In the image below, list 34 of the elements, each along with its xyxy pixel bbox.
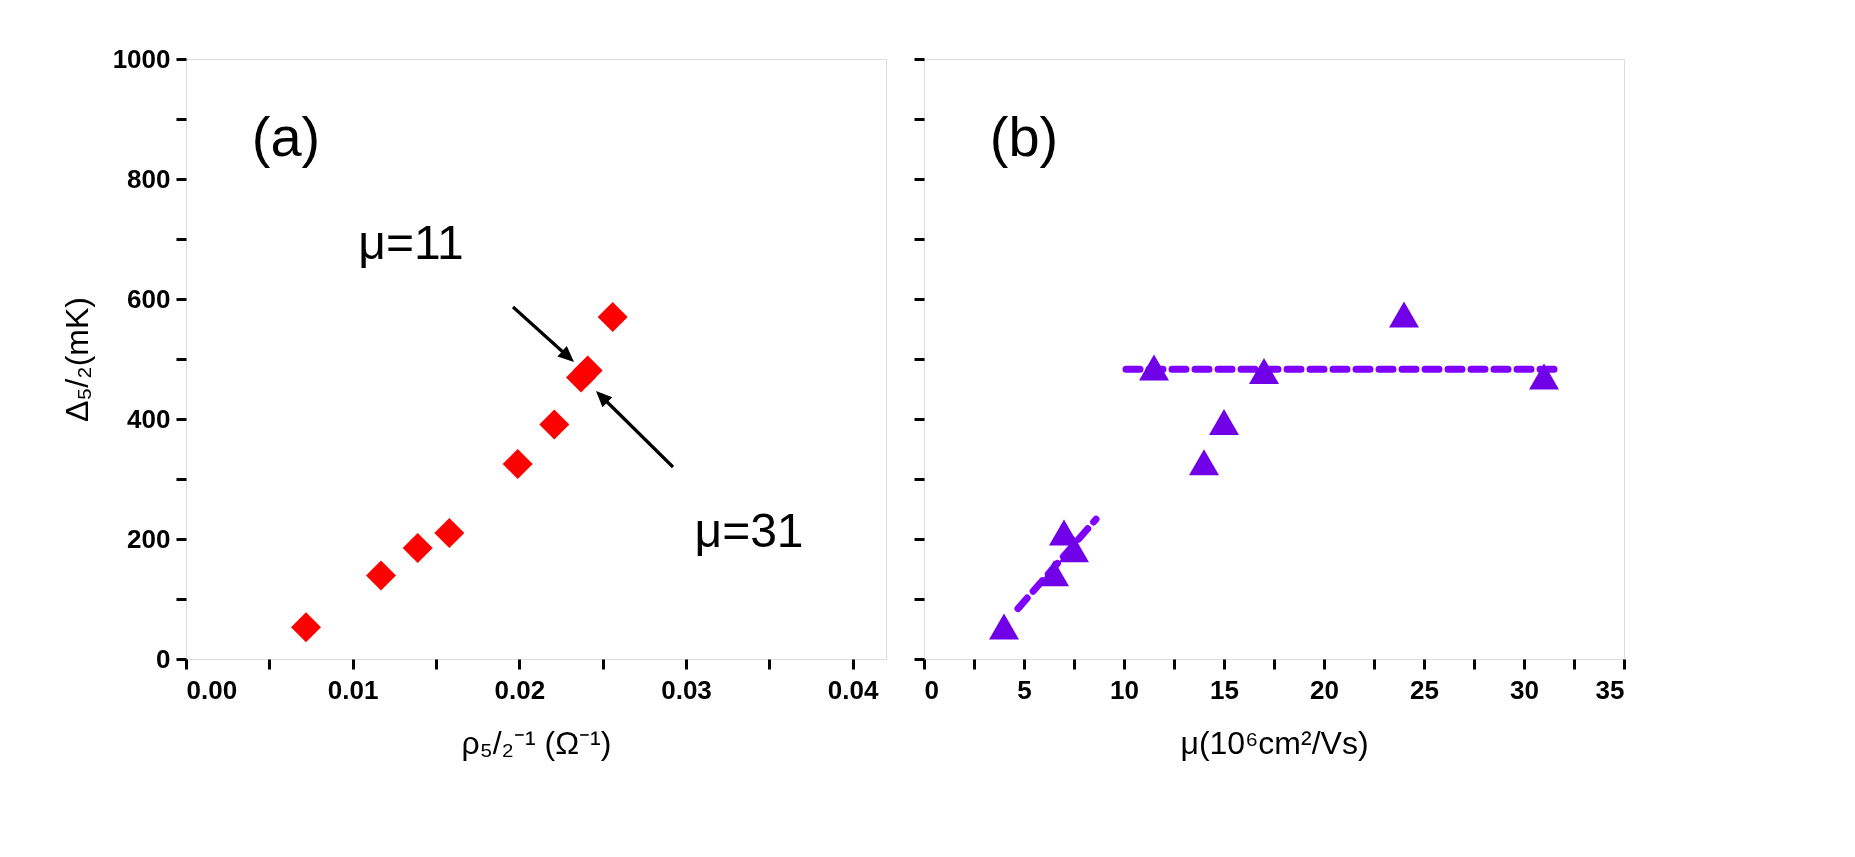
y-tick-label: 1000 xyxy=(112,43,171,74)
x-tick-label: 5 xyxy=(1017,674,1032,705)
annotation: μ=31 xyxy=(694,504,804,557)
annotation: μ=11 xyxy=(358,216,464,269)
x-tick-label: 0.04 xyxy=(827,674,880,705)
y-axis-title: Δ₅/₂(mK) xyxy=(58,297,95,422)
point xyxy=(502,449,533,479)
x-tick-label: 0.02 xyxy=(494,674,546,705)
x-tick-label: 15 xyxy=(1210,674,1239,705)
x-tick-label: 30 xyxy=(1510,674,1539,705)
point xyxy=(434,518,465,548)
x-tick-label: 0.03 xyxy=(661,674,712,705)
annotation: (a) xyxy=(251,105,321,168)
x-tick-label: 35 xyxy=(1595,674,1625,705)
y-tick-label: 600 xyxy=(127,283,171,314)
point xyxy=(402,533,433,563)
y-tick-label: 400 xyxy=(127,403,171,434)
x-tick-label: 0.00 xyxy=(186,674,238,705)
point xyxy=(539,409,570,440)
x-tick-label: 20 xyxy=(1310,674,1339,705)
point xyxy=(366,560,396,591)
point xyxy=(597,302,628,332)
annotation: (b) xyxy=(989,105,1059,168)
x-tick-label: 10 xyxy=(1110,674,1139,705)
x-tick-label: 0 xyxy=(924,674,939,705)
point xyxy=(572,355,603,386)
x-axis-title: ρ₅/₂⁻¹ (Ω⁻¹) xyxy=(461,724,612,761)
y-tick-label: 800 xyxy=(127,163,171,194)
y-tick-label: 0 xyxy=(156,643,171,674)
point xyxy=(291,612,321,643)
x-axis-title: μ(10⁶cm²/Vs) xyxy=(1180,724,1369,761)
y-tick-label: 200 xyxy=(127,523,171,554)
x-tick-label: 0.01 xyxy=(327,674,379,705)
x-tick-label: 25 xyxy=(1410,674,1439,705)
